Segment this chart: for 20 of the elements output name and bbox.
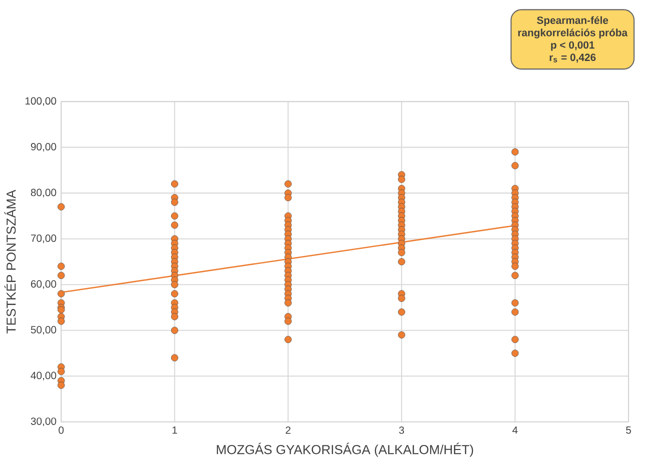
x-tick-label: 2 [286, 426, 290, 434]
x-tick-label: 1 [172, 426, 178, 434]
x-tick-label: 5 [626, 426, 631, 434]
y-tick-label: 60,00 [31, 280, 56, 289]
x-tick-label: 4 [512, 426, 518, 434]
x-tick-label: 3 [399, 426, 404, 434]
y-tick-label: 40,00 [30, 372, 56, 381]
y-tick-label: 70,00 [31, 234, 56, 244]
y-axis-title: TESTKÉP PONTSZÁMA [4, 190, 16, 334]
text: r$_{s}$ = 0,426 [550, 54, 596, 63]
x-axis-title: MOZGÁS GYAKORISÁGA (ALKALOM/HÉT) [216, 442, 474, 457]
y-tick-label: 50,00 [30, 326, 56, 335]
y-tick-label: 30,00 [30, 418, 56, 426]
text: Spearman-féle [536, 16, 608, 26]
text: rangkorrelációs próba [518, 28, 628, 39]
y-tick-label: 90,00 [30, 143, 56, 152]
y-tick-label: 80,00 [30, 188, 56, 198]
x-tick-label: 0 [58, 426, 64, 434]
text: p < 0,001 [551, 41, 594, 51]
y-tick-label: 100,00 [26, 97, 56, 106]
